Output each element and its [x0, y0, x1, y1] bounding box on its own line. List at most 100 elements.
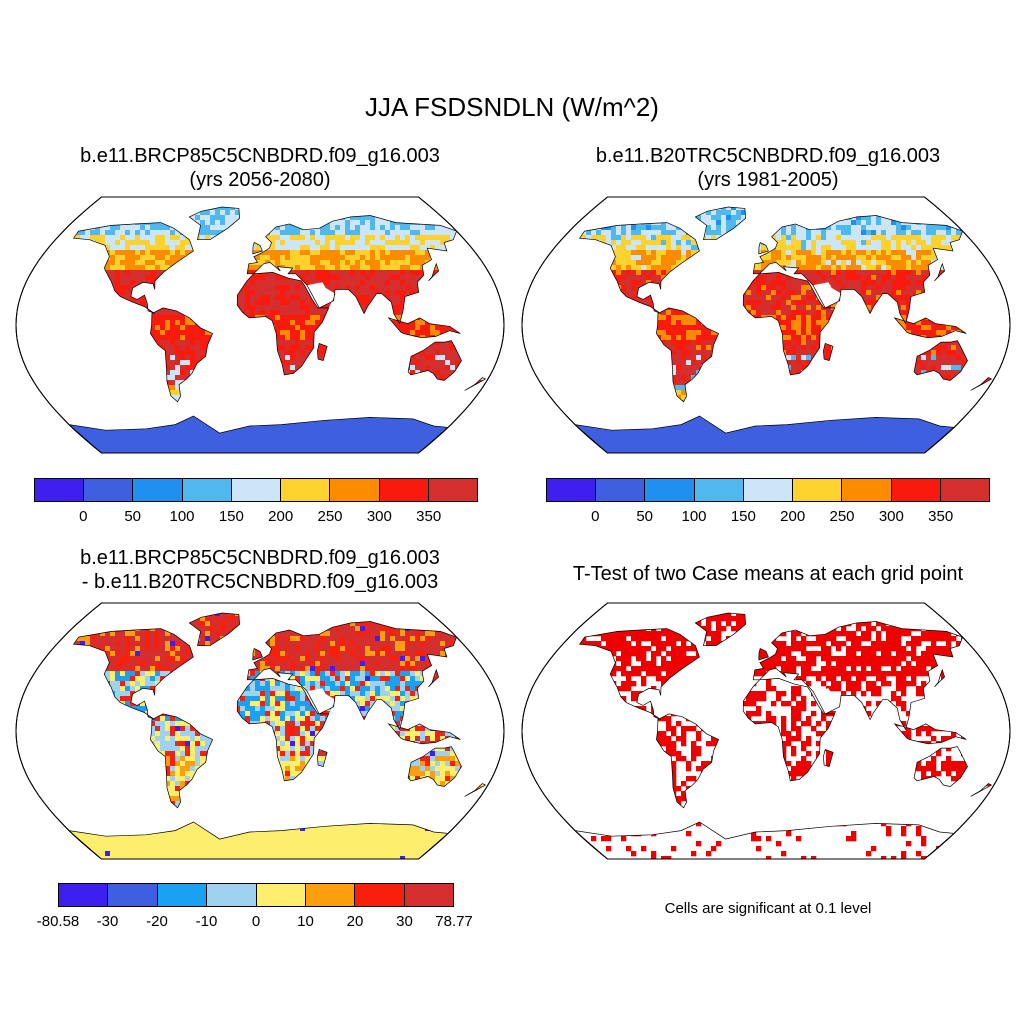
panel-title-bottom-left: b.e11.BRCP85C5CNBDRD.f09_g16.003 - b.e11…	[20, 546, 500, 594]
coastline-indonesia	[893, 317, 967, 339]
colorbar-swatch	[793, 479, 843, 501]
colorbar-future	[34, 478, 478, 502]
map-future-climate	[15, 196, 505, 454]
panel-title-line1: b.e11.B20TRC5CNBDRD.f09_g16.003	[595, 145, 941, 167]
coastline-japan	[428, 262, 440, 282]
colorbar-tick-label: 150	[218, 508, 244, 525]
colorbar-swatch	[842, 479, 892, 501]
colorbar-tick-label: 100	[169, 508, 195, 525]
panel-title-line2: - b.e11.B20TRC5CNBDRD.f09_g16.003	[81, 571, 439, 593]
colorbar-tick-label: 200	[268, 508, 294, 525]
colorbar-swatch	[645, 479, 695, 501]
colorbar-swatch	[891, 479, 941, 501]
coastline-greenland	[188, 612, 240, 647]
coastline-eurasia	[752, 621, 964, 731]
coastline-eurasia	[246, 621, 458, 731]
colorbar-swatch	[207, 884, 257, 906]
colorbar-swatch	[743, 479, 794, 501]
map-difference	[15, 602, 505, 860]
colorbar-tick-label: 350	[416, 508, 442, 525]
coastline-australia	[913, 340, 968, 381]
coastline-eurasia	[752, 215, 964, 325]
coastline-australia	[407, 340, 462, 381]
colorbar-tick-label: 20	[346, 913, 364, 930]
colorbar-swatch	[379, 479, 429, 501]
colorbar-swatch	[256, 884, 306, 906]
panel-title-line1: b.e11.BRCP85C5CNBDRD.f09_g16.003	[80, 145, 440, 167]
coastline-greenland	[188, 206, 240, 241]
coastline-africa	[742, 678, 836, 782]
colorbar-swatch	[330, 479, 380, 501]
colorbar-tick-label: -30	[96, 913, 119, 930]
colorbar-tick-label: 100	[681, 508, 707, 525]
colorbar-tick-label: 250	[317, 508, 343, 525]
colorbar-tick-label: -10	[195, 913, 218, 930]
panel-title-line1: T-Test of two Case means at each grid po…	[572, 563, 964, 585]
significance-note: Cells are significant at 0.1 level	[664, 900, 872, 917]
coastline-northAmerica	[72, 222, 194, 314]
colorbar-tick-label: 350	[928, 508, 954, 525]
coastline-indonesia	[387, 317, 461, 339]
colorbar-swatch	[108, 884, 158, 906]
coastline-australia	[913, 746, 968, 787]
figure-title: JJA FSDSNDLN (W/m^2)	[365, 92, 659, 122]
colorbar-tick-label: 50	[124, 508, 141, 525]
colorbar-swatch	[596, 479, 646, 501]
coastline-japan	[428, 668, 440, 688]
map-significance	[521, 602, 1011, 860]
colorbar-swatch	[940, 479, 989, 501]
coastline-newZealand	[970, 377, 993, 391]
colorbar-swatch	[355, 884, 405, 906]
coastline-newZealand	[464, 377, 487, 391]
colorbar-swatch	[404, 884, 453, 906]
coastline-newZealand	[970, 783, 993, 797]
coastline-madagascar	[823, 343, 834, 362]
coastline-southAmerica	[150, 713, 214, 809]
coastline-africa	[742, 272, 836, 376]
coastline-eurasia	[246, 215, 458, 325]
coastline-africa	[236, 678, 330, 782]
colorbar-swatch	[84, 479, 134, 501]
coastline-southAmerica	[656, 307, 720, 403]
coastline-uk	[758, 241, 769, 255]
colorbar-tick-label: 250	[829, 508, 855, 525]
coastline-southAmerica	[656, 713, 720, 809]
colorbar-swatch	[694, 479, 744, 501]
coastline-japan	[934, 262, 946, 282]
panel-title-line1: b.e11.BRCP85C5CNBDRD.f09_g16.003	[80, 547, 440, 569]
colorbar-swatch	[157, 884, 208, 906]
coastline-madagascar	[823, 749, 834, 768]
colorbar-difference	[58, 883, 454, 907]
coastline-indonesia	[387, 723, 461, 745]
colorbar-tick-label: 0	[251, 913, 261, 930]
colorbar-swatch	[547, 479, 597, 501]
coastline-africa	[236, 272, 330, 376]
colorbar-tick-label: 50	[636, 508, 653, 525]
colorbar-tick-label: 30	[396, 913, 413, 930]
panel-title-top-right: b.e11.B20TRC5CNBDRD.f09_g16.003 (yrs 198…	[528, 144, 1008, 192]
coastline-madagascar	[317, 343, 328, 362]
panel-title-bottom-right: T-Test of two Case means at each grid po…	[520, 562, 1016, 586]
panel-title-top-left: b.e11.BRCP85C5CNBDRD.f09_g16.003 (yrs 20…	[20, 144, 500, 192]
coastline-japan	[934, 668, 946, 688]
coastline-madagascar	[317, 749, 328, 768]
colorbar-tick-label: -80.58	[36, 913, 80, 930]
colorbar-historical	[546, 478, 990, 502]
colorbar-swatch	[35, 479, 85, 501]
coastline-australia	[407, 746, 462, 787]
coastline-uk	[252, 241, 263, 255]
colorbar-tick-label: 0	[591, 508, 600, 525]
colorbar-swatch	[428, 479, 477, 501]
colorbar-tick-label: 10	[297, 913, 314, 930]
coastline-uk	[252, 647, 263, 661]
coastline-indonesia	[893, 723, 967, 745]
colorbar-tick-label: 150	[730, 508, 756, 525]
colorbar-tick-label: 200	[780, 508, 806, 525]
colorbar-tick-label: 300	[878, 508, 904, 525]
colorbar-swatch	[281, 479, 331, 501]
coastline-greenland	[694, 612, 746, 647]
coastline-uk	[758, 647, 769, 661]
globe-border	[15, 196, 505, 454]
coastline-newZealand	[464, 783, 487, 797]
globe-border	[521, 196, 1011, 454]
